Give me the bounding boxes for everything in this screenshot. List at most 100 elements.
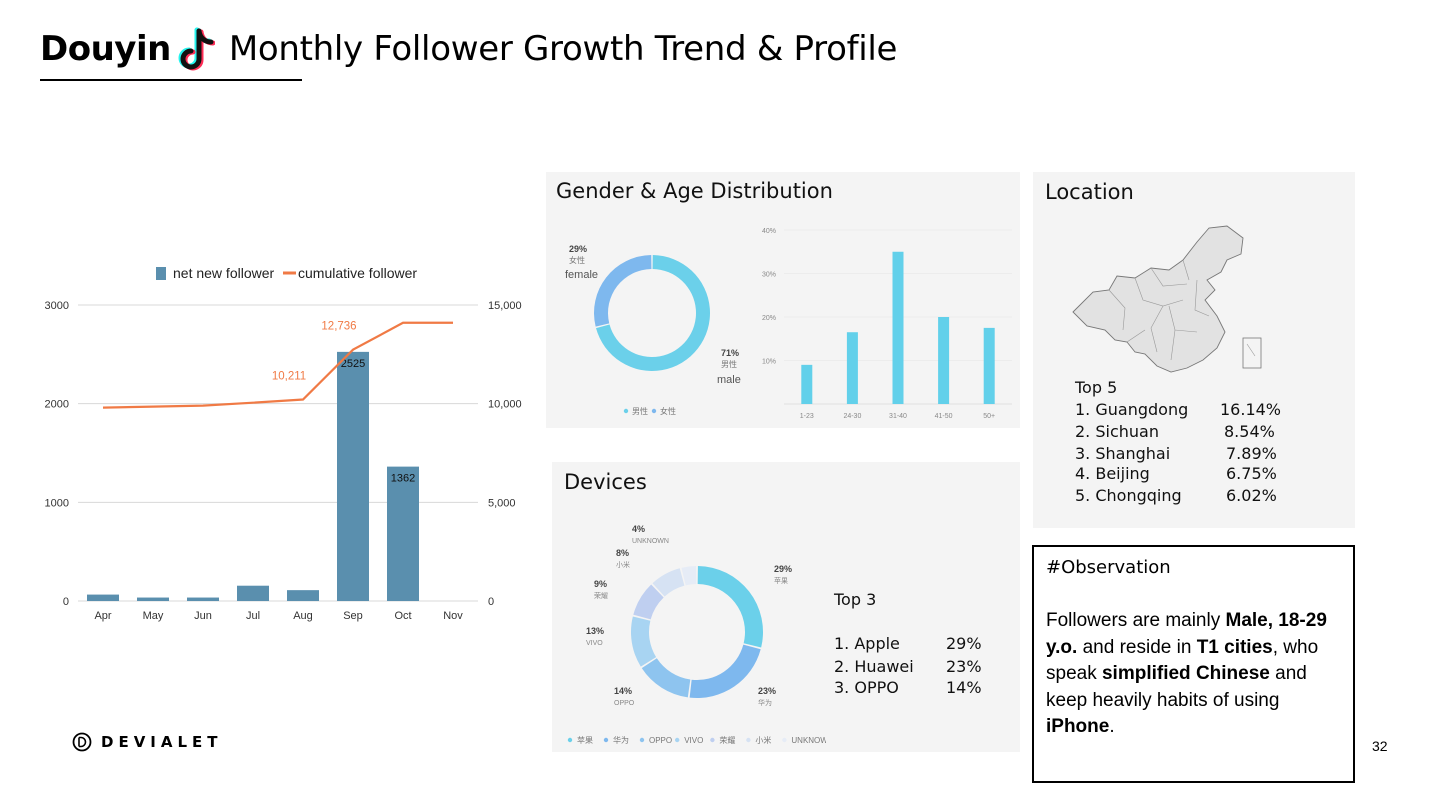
observation-heading: #Observation [1046,557,1171,578]
y-left-tick-label: 0 [63,596,69,608]
slice-value-label: 23% [758,686,776,696]
page-title: Monthly Follower Growth Trend & Profile [228,29,898,69]
observation-text-part: and reside in [1077,636,1197,658]
bar [87,594,119,601]
devices-panel: Devices [552,462,1020,752]
location-top5: Top 5 1. Guangdong 16.14% 2. Sichuan 8.5… [1075,378,1335,510]
donut-slice [689,644,761,698]
devices-top3: Top 3 1. Apple 29% 2. Huawei 23% 3. OPPO… [834,590,1014,700]
location-panel: Location [1033,172,1355,528]
page-number: 32 [1372,738,1388,754]
slice-annotation: male [717,374,741,386]
devices-top-item-pct: 29% [946,634,982,653]
y-left-tick-label: 2000 [45,399,69,411]
x-tick-label: Oct [394,610,411,622]
x-tick-label: Apr [94,610,111,622]
y-left-tick-label: 1000 [45,497,69,509]
bar-data-label: 2525 [341,358,365,370]
observation-text-part: Followers are mainly [1046,610,1226,631]
slice-category-label: 女性 [569,255,585,265]
y-tick-label: 10% [762,359,776,366]
observation-emphasis: simplified Chinese [1101,663,1270,684]
legend-label: UNKNOWN [791,736,826,745]
observation-text-part: , who speak [1046,636,1319,685]
bar [846,332,858,404]
x-tick-label: Nov [443,610,463,622]
legend-dot [623,408,629,414]
legend-label: cumulative follower [298,265,417,281]
observation-text-part: and keep heavily habits of using [1046,663,1307,711]
legend-dot [651,408,657,414]
location-top-item-pct: 6.75% [1226,464,1277,483]
devialet-wordmark: DEVIALET [101,733,223,751]
y-tick-label: 20% [762,315,776,322]
donut-slice [633,584,664,620]
bar [938,317,950,404]
cumulative-line [102,321,453,409]
observation-emphasis: Male, 18-29 y.o. [1046,610,1327,658]
bar [137,597,169,601]
slice-value-label: 71% [721,348,739,358]
legend-swatch-bar [156,267,166,280]
slice-value-label: 29% [569,244,587,254]
bar [983,327,995,404]
china-map-icon [1072,225,1262,373]
donut-slice [594,255,652,327]
brand-name: Douyin [40,29,171,69]
slice-category-label: OPPO [614,700,635,707]
observation-emphasis: iPhone [1046,716,1110,737]
bar [237,585,269,601]
slice-category-label: 华为 [758,698,772,707]
location-top-item-name: 4. Beijing [1075,464,1150,483]
bar [187,597,219,601]
x-tick-label: Sep [343,610,363,622]
title-underline [40,79,302,81]
line-data-label: 12,736 [321,321,356,333]
legend-dot [746,737,751,743]
age-bar-chart: 10% 20% 30% 40% 1-23 24-30 31-40 41-50 50+ [762,228,1012,420]
slice-category-label: 苹果 [774,576,788,585]
devices-top-item-name: 3. OPPO [834,678,899,697]
bar-data-label: 1362 [391,473,415,485]
x-tick-label: Aug [293,610,313,622]
y-tick-label: 40% [762,228,776,235]
observation-box: #Observation Followers are mainly Male, … [1032,545,1355,783]
slice-value-label: 29% [774,564,792,574]
x-tick-label: Jun [194,610,212,622]
devices-top-item-name: 2. Huawei [834,657,914,676]
donut-slice [652,568,685,597]
bar [287,590,319,601]
devialet-mark-icon [72,732,92,752]
legend-dot [782,737,787,743]
legend-label: 苹果 [577,735,593,745]
location-top-item-name: 1. Guangdong [1075,400,1189,419]
follower-growth-chart: 0 1000 2000 3000 0 5,000 10,000 15,000 Apr May Jun… [45,265,522,622]
slice-value-label: 8% [616,548,629,558]
legend-dot [603,737,609,743]
location-top-item-name: 5. Chongqing [1075,486,1182,505]
y-right-tick-label: 10,000 [488,399,522,411]
legend-label: 华为 [613,735,629,745]
observation-text-part: . [1109,716,1115,737]
bar [801,364,813,404]
slice-value-label: 4% [632,524,645,534]
slice-category-label: VIVO [586,640,603,647]
gender-age-title: Gender & Age Distribution [556,179,833,203]
devices-donut-chart: 29% 苹果 23% 华为 14% OPPO 13% VIVO 9% 荣耀 8% 小米 4% UNKNOW… [567,524,826,745]
location-top-item-name: 3. Shanghai [1075,444,1171,463]
location-title: Location [1045,180,1134,204]
y-right-tick-label: 15,000 [488,300,522,312]
observation-text: Followers are mainly Male, 18-29 y.o. an… [1046,608,1341,741]
legend-dot [710,737,715,743]
bar [892,251,904,404]
donut-slice [641,658,691,698]
location-top-item-pct: 6.02% [1226,486,1277,505]
slice-category-label: 男性 [721,359,737,369]
legend-label: net new follower [173,265,275,281]
legend-label: 女性 [660,406,676,416]
legend-label: 男性 [632,406,648,416]
devialet-logo: DEVIALET [72,732,223,752]
x-tick-label: Jul [246,610,260,622]
y-right-tick-label: 0 [488,596,494,608]
header: Douyin Monthly Follower Growth Trend & P… [40,24,897,74]
